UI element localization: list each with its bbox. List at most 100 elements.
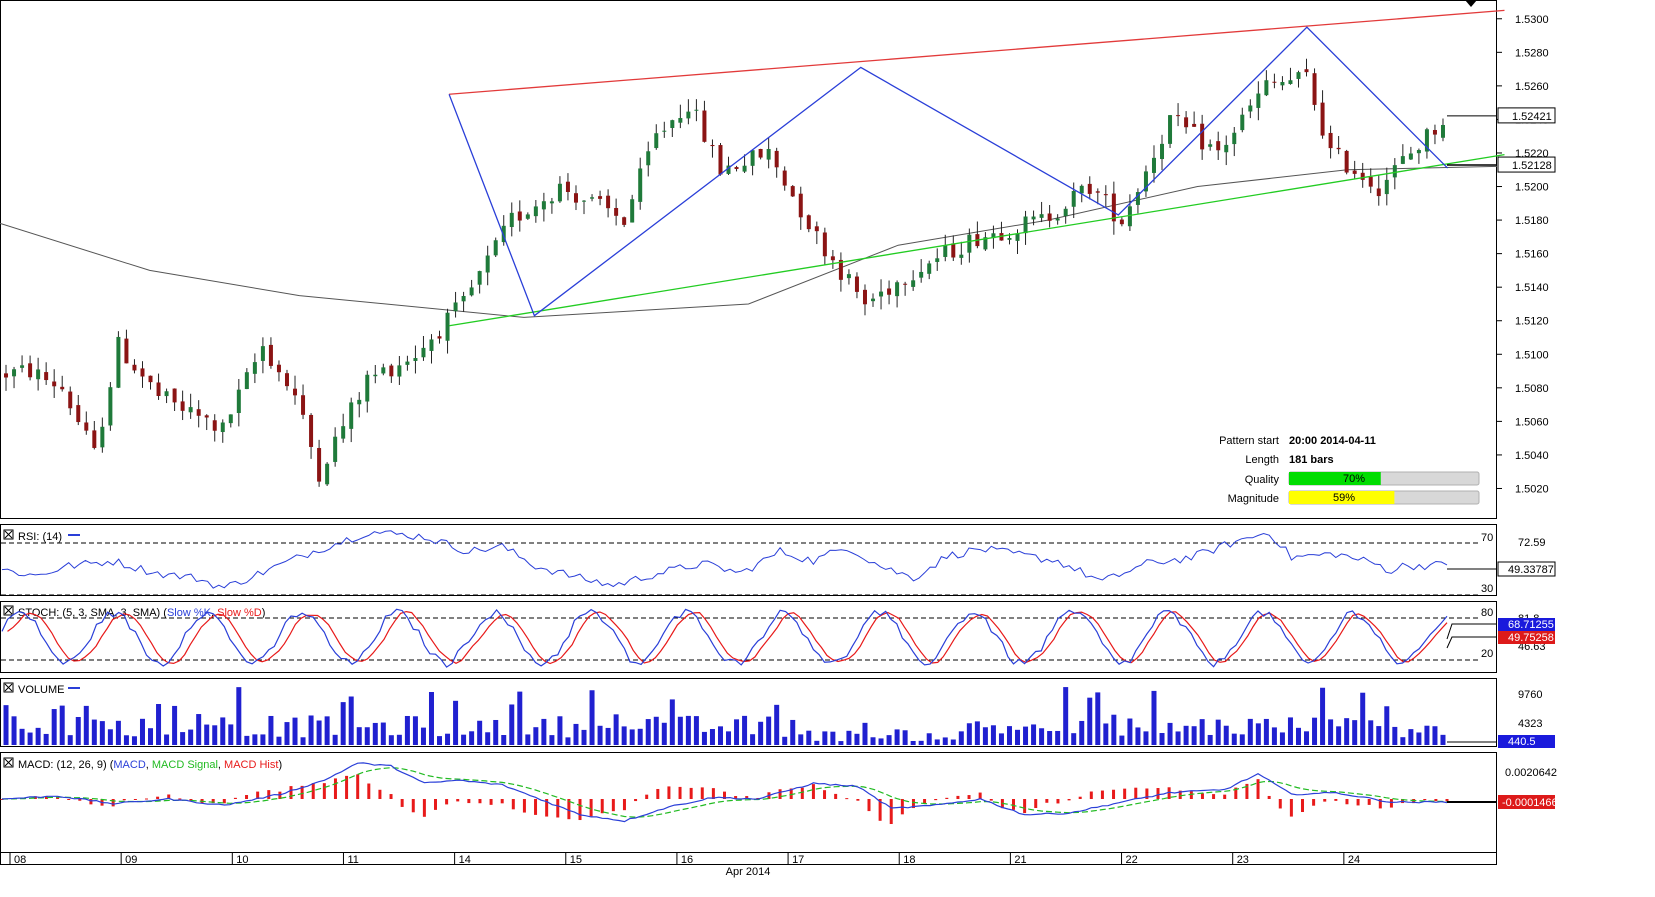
macd-hist-bar	[1356, 799, 1360, 806]
volume-bar	[1416, 732, 1422, 745]
candle-body	[678, 118, 683, 123]
rsi-path	[1, 530, 1448, 589]
candle-body	[1127, 206, 1132, 227]
volume-tick-mid: 4323	[1518, 718, 1542, 730]
candle-body	[662, 130, 667, 132]
volume-bar	[308, 715, 314, 745]
quality-bar-fill	[1289, 472, 1381, 485]
macd-hist-bar	[1034, 799, 1038, 809]
macd-hist-bar	[456, 799, 460, 802]
candle-body	[228, 414, 233, 424]
moving-average-path	[0, 165, 1498, 318]
candle-body	[670, 120, 675, 128]
volume-bar	[1328, 719, 1334, 745]
macd-hist-bar	[1389, 799, 1393, 808]
macd-hist-bar	[878, 799, 882, 821]
candle-body	[1368, 176, 1373, 187]
volume-bar	[27, 732, 33, 745]
macd-hist-bar	[1278, 799, 1282, 809]
y-tick-label: 1.5200	[1515, 182, 1549, 194]
macd-hist-bar	[245, 795, 249, 799]
volume-bar	[485, 732, 491, 745]
candle-body	[220, 422, 225, 433]
day-label: 24	[1348, 854, 1360, 866]
macd-hist-bar	[645, 794, 649, 799]
volume-bar	[1384, 706, 1390, 745]
candle-body	[951, 243, 956, 258]
pattern-zigzag	[448, 26, 1449, 317]
macd-hist-bar	[989, 799, 993, 801]
candle-body	[1039, 214, 1044, 218]
macd-hist-bar	[934, 799, 938, 801]
candle-body	[429, 339, 434, 351]
volume-bar	[1175, 731, 1181, 745]
candle-body	[365, 374, 370, 402]
macd-hist-bar	[689, 787, 693, 799]
candle-body	[1440, 124, 1445, 138]
volume-bar	[437, 736, 443, 745]
volume-bar	[1279, 732, 1285, 745]
candle-body	[1424, 129, 1429, 152]
macd-hist-bar	[133, 799, 137, 800]
volume-bar	[180, 732, 186, 745]
volume-bar	[236, 687, 242, 745]
candle-body	[806, 215, 811, 230]
macd-hist-bar	[1434, 799, 1438, 802]
volume-bar	[364, 727, 370, 745]
volume-bar	[894, 729, 900, 745]
candle-body	[1103, 194, 1108, 196]
volume-bar	[156, 704, 162, 745]
stoch-legend-sep: ,	[211, 607, 217, 619]
macd-hist-bar	[44, 796, 48, 799]
macd-hist-bar	[923, 799, 927, 804]
volume-bar	[701, 731, 707, 745]
candle-body	[501, 225, 506, 243]
volume-bar	[380, 722, 386, 745]
candle-body	[766, 149, 771, 160]
macd-hist-bar	[1134, 787, 1138, 799]
y-tick-label: 1.5100	[1515, 349, 1549, 361]
volume-bar	[509, 704, 515, 745]
volume-bar	[549, 735, 555, 745]
macd-hist-bar	[400, 799, 404, 807]
pattern-start-label: Pattern start	[1219, 435, 1279, 447]
macd-hist-bar	[611, 799, 615, 812]
volume-bar	[1095, 692, 1101, 745]
macd-hist-bar	[411, 799, 415, 813]
macd-lines	[1, 762, 1448, 823]
candle-body	[565, 181, 570, 192]
volume-bar	[1199, 719, 1205, 745]
volume-bar	[300, 737, 306, 745]
volume-bar	[172, 705, 178, 745]
macd-hist-bar	[634, 799, 638, 802]
candle-body	[967, 234, 972, 253]
macd-hist-bar	[300, 785, 304, 799]
candle-body	[1184, 117, 1189, 128]
candle-body	[509, 212, 514, 228]
candle-body	[1095, 191, 1100, 193]
macd-hist-bar	[267, 790, 271, 799]
candle-body	[927, 263, 932, 274]
volume-bar	[324, 716, 330, 745]
volume-bar	[1111, 714, 1117, 745]
volume-bar	[1079, 720, 1085, 745]
volume-bar	[990, 725, 996, 745]
volume-bar	[533, 727, 539, 745]
candle-body	[116, 336, 121, 388]
macd-hist-bar	[800, 787, 804, 799]
candle-body	[453, 302, 458, 312]
candle-body	[76, 405, 81, 423]
candle-body	[1015, 233, 1020, 241]
macd-hist-bar	[345, 775, 349, 799]
candle-body	[437, 336, 442, 339]
volume-bar	[637, 728, 643, 745]
volume-bar	[685, 715, 691, 745]
macd-hist-bar	[600, 799, 604, 814]
volume-bar	[790, 719, 796, 745]
candle-body	[373, 374, 378, 377]
stoch-legend-k: Slow %K	[167, 607, 212, 619]
chart-menu-arrow-icon[interactable]	[1465, 0, 1477, 7]
y-tick-label: 1.5280	[1515, 47, 1549, 59]
candle-body	[1079, 185, 1084, 194]
